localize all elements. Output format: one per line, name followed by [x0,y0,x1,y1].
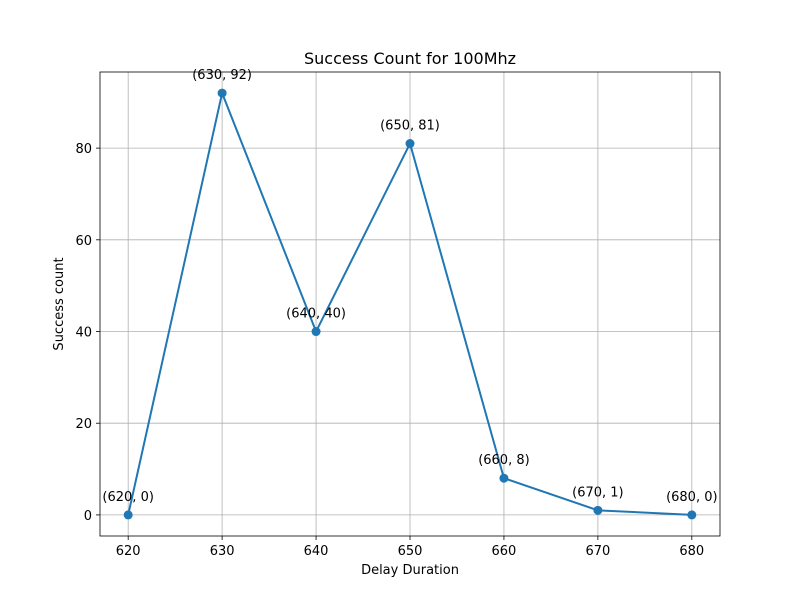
y-axis-title: Success count [52,257,67,350]
series [123,88,697,520]
x-tick-label: 630 [210,544,235,559]
grid [100,72,720,536]
chart-title: Success Count for 100Mhz [304,49,516,68]
data-point [405,139,415,149]
data-label: (660, 8) [478,453,530,468]
x-axis-title: Delay Duration [361,563,459,578]
x-tick-label: 660 [492,544,517,559]
data-label: (640, 40) [286,307,346,322]
data-label: (630, 92) [192,68,252,83]
data-label: (680, 0) [666,490,718,505]
y-axis-ticks: 0 20 40 60 80 [75,142,100,524]
data-point [499,473,509,483]
data-point [687,510,697,520]
data-label: (620, 0) [102,490,154,505]
data-label: (670, 1) [572,485,624,500]
y-tick-label: 20 [75,417,92,432]
data-point [217,88,227,98]
y-tick-label: 60 [75,234,92,249]
x-tick-label: 650 [398,544,423,559]
x-axis-ticks: 620 630 640 650 660 670 680 [116,536,704,559]
data-point [593,505,603,515]
data-point [123,510,133,520]
y-tick-label: 0 [84,509,92,524]
x-tick-label: 680 [679,544,704,559]
data-labels: (620, 0) (630, 92) (640, 40) (650, 81) (660,… [102,68,717,505]
x-tick-label: 620 [116,544,141,559]
y-tick-label: 80 [75,142,92,157]
y-tick-label: 40 [75,326,92,341]
data-label: (650, 81) [380,119,440,134]
data-point [311,327,321,337]
x-tick-label: 640 [304,544,329,559]
x-tick-label: 670 [585,544,610,559]
